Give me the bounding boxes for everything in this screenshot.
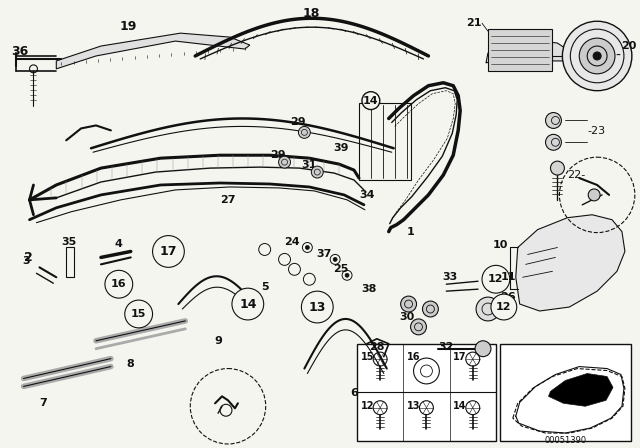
Circle shape bbox=[579, 38, 615, 74]
Bar bbox=[357, 344, 496, 441]
Polygon shape bbox=[486, 39, 572, 63]
Circle shape bbox=[105, 270, 132, 298]
Circle shape bbox=[482, 265, 510, 293]
Text: 5: 5 bbox=[261, 282, 269, 292]
Text: 37: 37 bbox=[317, 250, 332, 259]
Circle shape bbox=[278, 156, 291, 168]
Text: 29: 29 bbox=[290, 117, 305, 127]
Text: 11: 11 bbox=[500, 272, 516, 282]
Text: 16: 16 bbox=[111, 279, 127, 289]
Circle shape bbox=[593, 52, 601, 60]
Text: 25: 25 bbox=[333, 264, 349, 274]
Text: 35: 35 bbox=[61, 237, 77, 246]
Circle shape bbox=[152, 236, 184, 267]
Circle shape bbox=[491, 294, 516, 320]
Text: 22-: 22- bbox=[567, 170, 586, 180]
Text: 14: 14 bbox=[453, 401, 467, 411]
Text: 17: 17 bbox=[453, 352, 467, 362]
Circle shape bbox=[476, 297, 500, 321]
Text: 12: 12 bbox=[360, 401, 374, 411]
Text: 7: 7 bbox=[40, 398, 47, 408]
Circle shape bbox=[301, 291, 333, 323]
Bar bbox=[359, 103, 411, 180]
Bar bbox=[66, 247, 74, 277]
Circle shape bbox=[125, 300, 152, 328]
Bar bbox=[488, 29, 552, 71]
Text: 34: 34 bbox=[359, 190, 374, 200]
Text: 12: 12 bbox=[488, 274, 504, 284]
Text: 32: 32 bbox=[438, 342, 454, 352]
Circle shape bbox=[422, 301, 438, 317]
Text: -23: -23 bbox=[588, 126, 605, 136]
Text: 20: 20 bbox=[621, 41, 636, 51]
Text: 00051390: 00051390 bbox=[544, 436, 586, 445]
Polygon shape bbox=[56, 33, 250, 69]
Polygon shape bbox=[548, 374, 613, 406]
Text: 19: 19 bbox=[120, 20, 138, 33]
Circle shape bbox=[411, 319, 426, 335]
Text: 12: 12 bbox=[496, 302, 511, 312]
Text: 3: 3 bbox=[22, 256, 29, 267]
Circle shape bbox=[563, 21, 632, 90]
Text: 13: 13 bbox=[308, 301, 326, 314]
Circle shape bbox=[588, 189, 600, 201]
Text: 21: 21 bbox=[467, 18, 482, 28]
Text: 28: 28 bbox=[369, 342, 385, 352]
Text: 27: 27 bbox=[220, 195, 236, 205]
Text: 39: 39 bbox=[333, 143, 349, 153]
Text: 29: 29 bbox=[270, 150, 285, 160]
Polygon shape bbox=[516, 215, 625, 311]
Text: 15: 15 bbox=[131, 309, 147, 319]
Text: 14: 14 bbox=[239, 297, 257, 310]
Text: 15: 15 bbox=[360, 352, 374, 362]
Text: -: - bbox=[615, 49, 620, 63]
Text: 2: 2 bbox=[24, 251, 32, 264]
Circle shape bbox=[545, 134, 561, 150]
Text: 9: 9 bbox=[214, 336, 222, 346]
Text: 24: 24 bbox=[284, 237, 300, 246]
Circle shape bbox=[550, 161, 564, 175]
Circle shape bbox=[362, 92, 380, 110]
Circle shape bbox=[333, 258, 337, 261]
Text: 6: 6 bbox=[350, 388, 358, 398]
Circle shape bbox=[311, 166, 323, 178]
Text: 26: 26 bbox=[500, 292, 516, 302]
Text: 14: 14 bbox=[363, 95, 379, 106]
Text: 17: 17 bbox=[160, 245, 177, 258]
Circle shape bbox=[232, 288, 264, 320]
Text: 1: 1 bbox=[406, 227, 414, 237]
Text: 13: 13 bbox=[407, 401, 420, 411]
Text: 4: 4 bbox=[115, 238, 123, 249]
Text: 18: 18 bbox=[303, 7, 320, 20]
Text: 8: 8 bbox=[127, 358, 134, 369]
Text: 10: 10 bbox=[492, 240, 508, 250]
Circle shape bbox=[401, 296, 417, 312]
Text: 30: 30 bbox=[399, 312, 414, 322]
Circle shape bbox=[345, 273, 349, 277]
Text: 38: 38 bbox=[361, 284, 376, 294]
Text: 36: 36 bbox=[12, 44, 29, 57]
Circle shape bbox=[298, 126, 310, 138]
Text: 16: 16 bbox=[407, 352, 420, 362]
Circle shape bbox=[305, 246, 309, 250]
Text: 31: 31 bbox=[301, 160, 317, 170]
Circle shape bbox=[475, 341, 491, 357]
Bar bbox=[500, 344, 631, 441]
Text: 33: 33 bbox=[443, 272, 458, 282]
Circle shape bbox=[545, 112, 561, 129]
